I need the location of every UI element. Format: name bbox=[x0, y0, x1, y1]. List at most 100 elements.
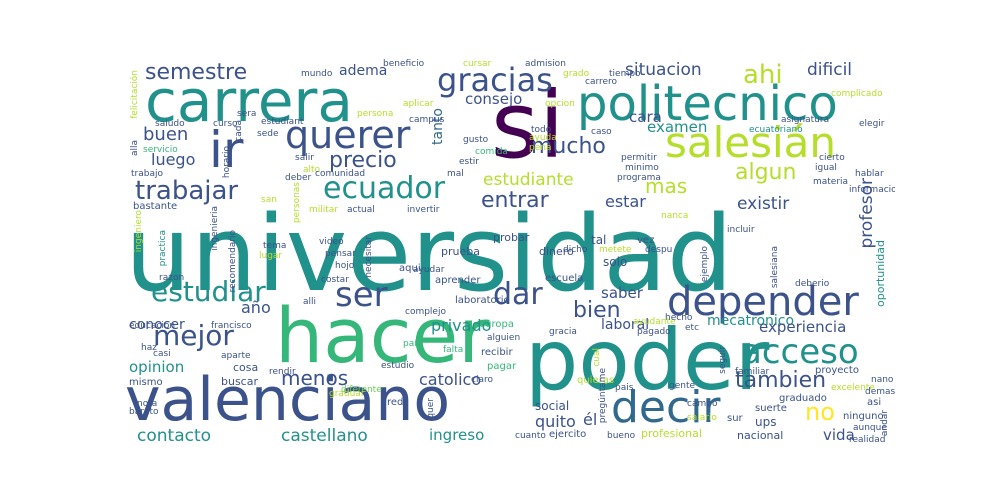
word: laboral bbox=[601, 317, 650, 333]
word: gente bbox=[669, 381, 696, 391]
word: luego bbox=[151, 150, 196, 169]
word: sur bbox=[727, 413, 743, 424]
word: ingeniero bbox=[134, 210, 144, 253]
word: ir bbox=[209, 121, 244, 179]
word: carrera bbox=[145, 67, 353, 135]
word: carrero bbox=[585, 77, 618, 87]
word: no bbox=[805, 398, 835, 426]
word: contacto bbox=[137, 426, 212, 446]
word: pensar bbox=[325, 249, 356, 259]
word: prueba bbox=[441, 245, 480, 258]
word: falta bbox=[443, 345, 464, 355]
word: ayudante bbox=[633, 317, 676, 327]
word: comunidad bbox=[315, 169, 366, 179]
word: pena bbox=[529, 143, 552, 153]
word: complicado bbox=[831, 89, 883, 99]
word: adema bbox=[339, 63, 388, 79]
word: país bbox=[403, 339, 422, 349]
word: acceso bbox=[741, 332, 859, 372]
word: escuela bbox=[545, 273, 584, 284]
word: red bbox=[387, 397, 404, 408]
word: hojo bbox=[335, 261, 355, 271]
word: estudiar bbox=[151, 275, 266, 308]
word: oportunidad bbox=[874, 240, 887, 307]
word: tanto bbox=[430, 108, 446, 145]
word: nanca bbox=[661, 211, 689, 221]
word: graduado bbox=[779, 393, 827, 404]
word: etc bbox=[685, 323, 700, 333]
word: experiencia bbox=[759, 318, 847, 336]
word: costar bbox=[321, 275, 349, 285]
word: informacion bbox=[849, 185, 895, 195]
word: ayudar bbox=[413, 265, 445, 275]
word: sera bbox=[237, 109, 257, 119]
word: haz bbox=[141, 343, 157, 353]
word: hecho bbox=[665, 313, 693, 323]
word: buen bbox=[143, 124, 189, 145]
word: ejemplo bbox=[700, 246, 710, 283]
word: estudio bbox=[381, 361, 415, 371]
word: valenciano bbox=[125, 365, 451, 435]
word: conocer bbox=[129, 317, 185, 333]
word: militar bbox=[309, 205, 339, 215]
word: entrar bbox=[481, 188, 549, 213]
word: europa bbox=[479, 319, 514, 330]
word: quito bbox=[535, 412, 576, 431]
word: felicitación bbox=[130, 70, 140, 119]
word: universidad bbox=[125, 193, 733, 315]
word: decir bbox=[611, 382, 721, 433]
word: complejo bbox=[405, 307, 446, 317]
word: graduar bbox=[329, 389, 365, 399]
word: quer bbox=[426, 398, 436, 419]
word: invertir bbox=[407, 205, 440, 215]
word: asignatura bbox=[781, 115, 830, 125]
word: precio bbox=[329, 148, 397, 173]
word: trabajo bbox=[131, 169, 163, 179]
word: francisco bbox=[211, 321, 252, 331]
word: alguien bbox=[487, 333, 521, 343]
word: pais bbox=[615, 383, 634, 393]
word: vez bbox=[637, 235, 655, 246]
word: personas bbox=[292, 182, 302, 224]
word: deberio bbox=[795, 279, 830, 289]
word: permitir bbox=[621, 153, 657, 163]
word: pagar bbox=[487, 361, 517, 372]
word: aparte bbox=[221, 351, 251, 361]
word: salir bbox=[295, 153, 314, 163]
word: igual bbox=[815, 163, 837, 173]
word: ingenieria bbox=[210, 206, 220, 251]
word: estudiante bbox=[483, 170, 574, 190]
word: saludo bbox=[155, 119, 185, 129]
word: alla bbox=[130, 140, 140, 157]
word: hacer bbox=[275, 291, 490, 380]
word: horario bbox=[222, 146, 232, 179]
word: ser bbox=[335, 275, 388, 315]
word: cierto bbox=[819, 153, 845, 163]
word: pagado bbox=[637, 327, 671, 337]
word: campus bbox=[409, 115, 445, 125]
word: cada bbox=[234, 120, 244, 142]
word: laboratorio bbox=[455, 295, 510, 306]
word: recibir bbox=[481, 347, 513, 358]
word: grado bbox=[563, 69, 590, 79]
word: bueno bbox=[607, 431, 636, 441]
word: admision bbox=[525, 59, 566, 69]
word: solo bbox=[603, 255, 628, 269]
word: ecuador bbox=[323, 171, 446, 206]
word: estir bbox=[459, 157, 479, 167]
word: asi bbox=[867, 397, 882, 408]
word: privado bbox=[431, 316, 492, 335]
word: pregúntame bbox=[598, 368, 608, 424]
word: tambien bbox=[735, 368, 827, 393]
word: incluir bbox=[727, 225, 755, 235]
word: barato bbox=[129, 407, 159, 417]
word: algun bbox=[735, 160, 797, 185]
word: gusto bbox=[463, 135, 489, 145]
word: opinion bbox=[129, 358, 185, 376]
word: profesional bbox=[641, 427, 702, 440]
word: mundo bbox=[301, 69, 333, 79]
word: probar bbox=[493, 231, 530, 244]
word: mismo bbox=[129, 377, 163, 388]
word: estar bbox=[605, 192, 646, 211]
word: cuanto bbox=[515, 431, 546, 441]
